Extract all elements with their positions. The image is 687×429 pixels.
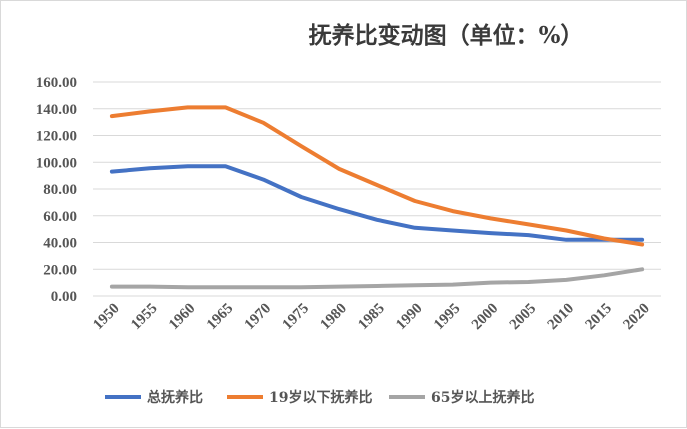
x-axis-ticks: 1950 1955 1960 1965 1970 1975 1980 1985 1990 1995… [90, 301, 653, 334]
x-tick-label: 2015 [583, 301, 616, 334]
x-tick-label: 1970 [242, 301, 275, 334]
legend-label: 总抚养比 [147, 389, 203, 406]
y-tick-label: 120.00 [36, 129, 77, 145]
y-tick-label: 60.00 [43, 209, 77, 225]
series-lines [109, 105, 645, 290]
y-tick-label: 20.00 [43, 262, 77, 278]
legend: 总抚养比 19岁以下抚养比 65岁以上抚养比 [105, 389, 534, 406]
legend-label: 65岁以上抚养比 [431, 389, 534, 406]
y-axis-ticks: 0.00 20.00 40.00 60.00 80.00 100.00 120.00 140.… [36, 75, 77, 305]
x-tick-label: 1995 [431, 301, 464, 334]
series-line-2 [109, 267, 645, 290]
y-tick-label: 40.00 [43, 236, 77, 252]
y-tick-label: 140.00 [36, 102, 77, 118]
gridlines [93, 81, 661, 297]
x-tick-label: 2010 [545, 301, 578, 334]
x-tick-label: 1990 [393, 301, 426, 334]
y-tick-label: 160.00 [36, 75, 77, 91]
x-tick-label: 1950 [90, 301, 123, 334]
x-tick-label: 1955 [128, 301, 161, 334]
y-tick-label: 100.00 [36, 155, 77, 171]
series-line-0 [109, 164, 645, 242]
series-line-1 [109, 105, 645, 247]
chart-title: 抚养比变动图（单位：%） [309, 22, 584, 49]
legend-label: 19岁以下抚养比 [269, 389, 372, 406]
x-tick-label: 2020 [620, 301, 653, 334]
y-tick-label: 80.00 [43, 182, 77, 198]
x-tick-label: 1960 [166, 301, 199, 334]
x-tick-label: 1980 [317, 301, 350, 334]
x-tick-label: 1985 [355, 301, 388, 334]
x-tick-label: 2000 [469, 301, 502, 334]
x-tick-label: 2005 [507, 301, 540, 334]
x-tick-label: 1975 [280, 301, 313, 334]
x-tick-label: 1965 [204, 301, 237, 334]
y-tick-label: 0.00 [51, 289, 77, 305]
